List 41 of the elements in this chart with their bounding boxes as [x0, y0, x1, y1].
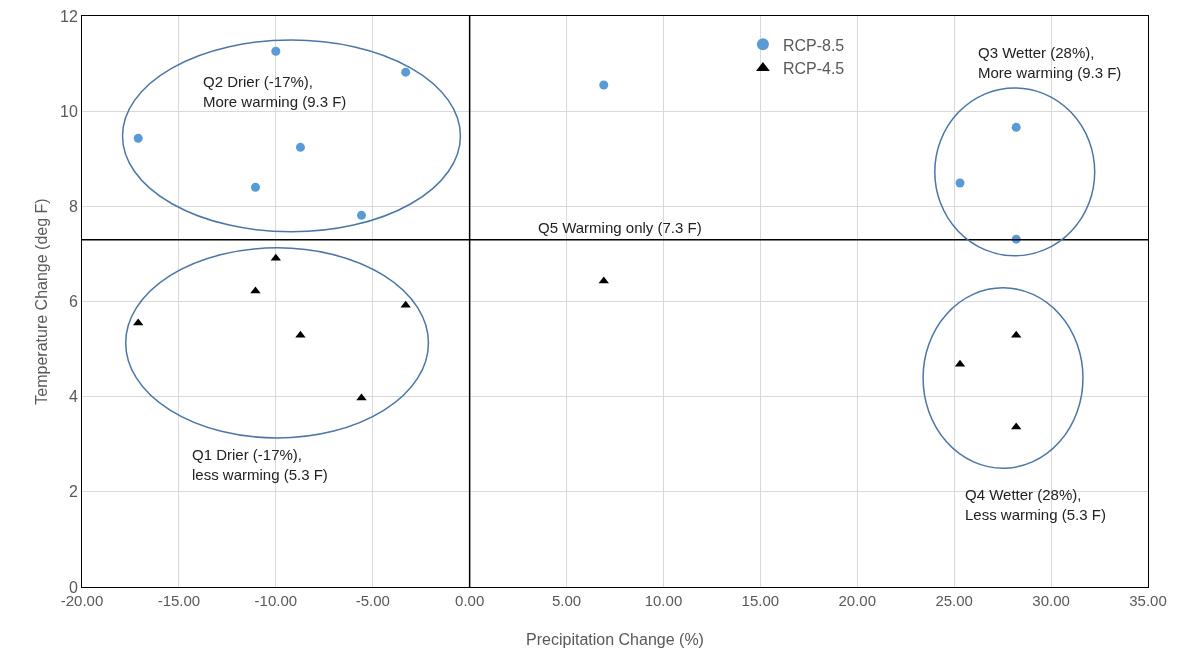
- y-tick-label: 2: [68, 483, 78, 501]
- x-tick-label: 10.00: [644, 592, 683, 609]
- point: [1011, 330, 1022, 338]
- point: [133, 133, 143, 143]
- y-axis-title: Temperature Change (deg F): [32, 198, 50, 405]
- legend-label: RCP-8.5: [782, 36, 845, 54]
- x-tick-label: -5.00: [355, 592, 390, 609]
- x-tick-label: 20.00: [838, 592, 877, 609]
- point: [955, 178, 965, 188]
- ref-line-label: Q5 Warming only (7.3 F): [538, 219, 702, 236]
- y-tick-label: 6: [68, 293, 78, 311]
- y-tick-label: 4: [68, 388, 78, 406]
- x-tick-label: 5.00: [551, 592, 582, 609]
- point: [133, 318, 144, 326]
- y-tick-label: 8: [68, 197, 78, 215]
- point: [356, 210, 366, 220]
- point: [250, 286, 261, 294]
- annotation: Q2 Drier (-17%), More warming (9.3 F): [203, 73, 347, 110]
- point: [400, 300, 411, 308]
- annotation: Q1 Drier (-17%), less warming (5.3 F): [192, 446, 328, 483]
- point: [401, 67, 411, 77]
- point: [599, 80, 609, 90]
- annotation: Q4 Wetter (28%), Less warming (5.3 F): [965, 486, 1106, 523]
- x-axis-title: Precipitation Change (%): [526, 631, 704, 648]
- point: [1011, 122, 1021, 132]
- legend-label: RCP-4.5: [782, 60, 845, 78]
- annotation: Q3 Wetter (28%), More warming (9.3 F): [978, 44, 1122, 81]
- point: [250, 182, 260, 192]
- y-tick-label: 12: [60, 7, 78, 25]
- y-tick-label: 10: [60, 102, 78, 120]
- x-tick-label: 0.00: [455, 592, 485, 609]
- point: [598, 276, 609, 284]
- point: [295, 142, 305, 152]
- x-tick-label: -15.00: [157, 592, 201, 609]
- point: [271, 46, 281, 56]
- x-tick-label: 25.00: [935, 592, 973, 609]
- point: [295, 330, 306, 338]
- x-tick-label: -10.00: [254, 592, 298, 609]
- x-tick-label: 30.00: [1032, 592, 1070, 609]
- x-tick-label: 35.00: [1129, 592, 1167, 609]
- x-tick-label: 15.00: [741, 592, 780, 609]
